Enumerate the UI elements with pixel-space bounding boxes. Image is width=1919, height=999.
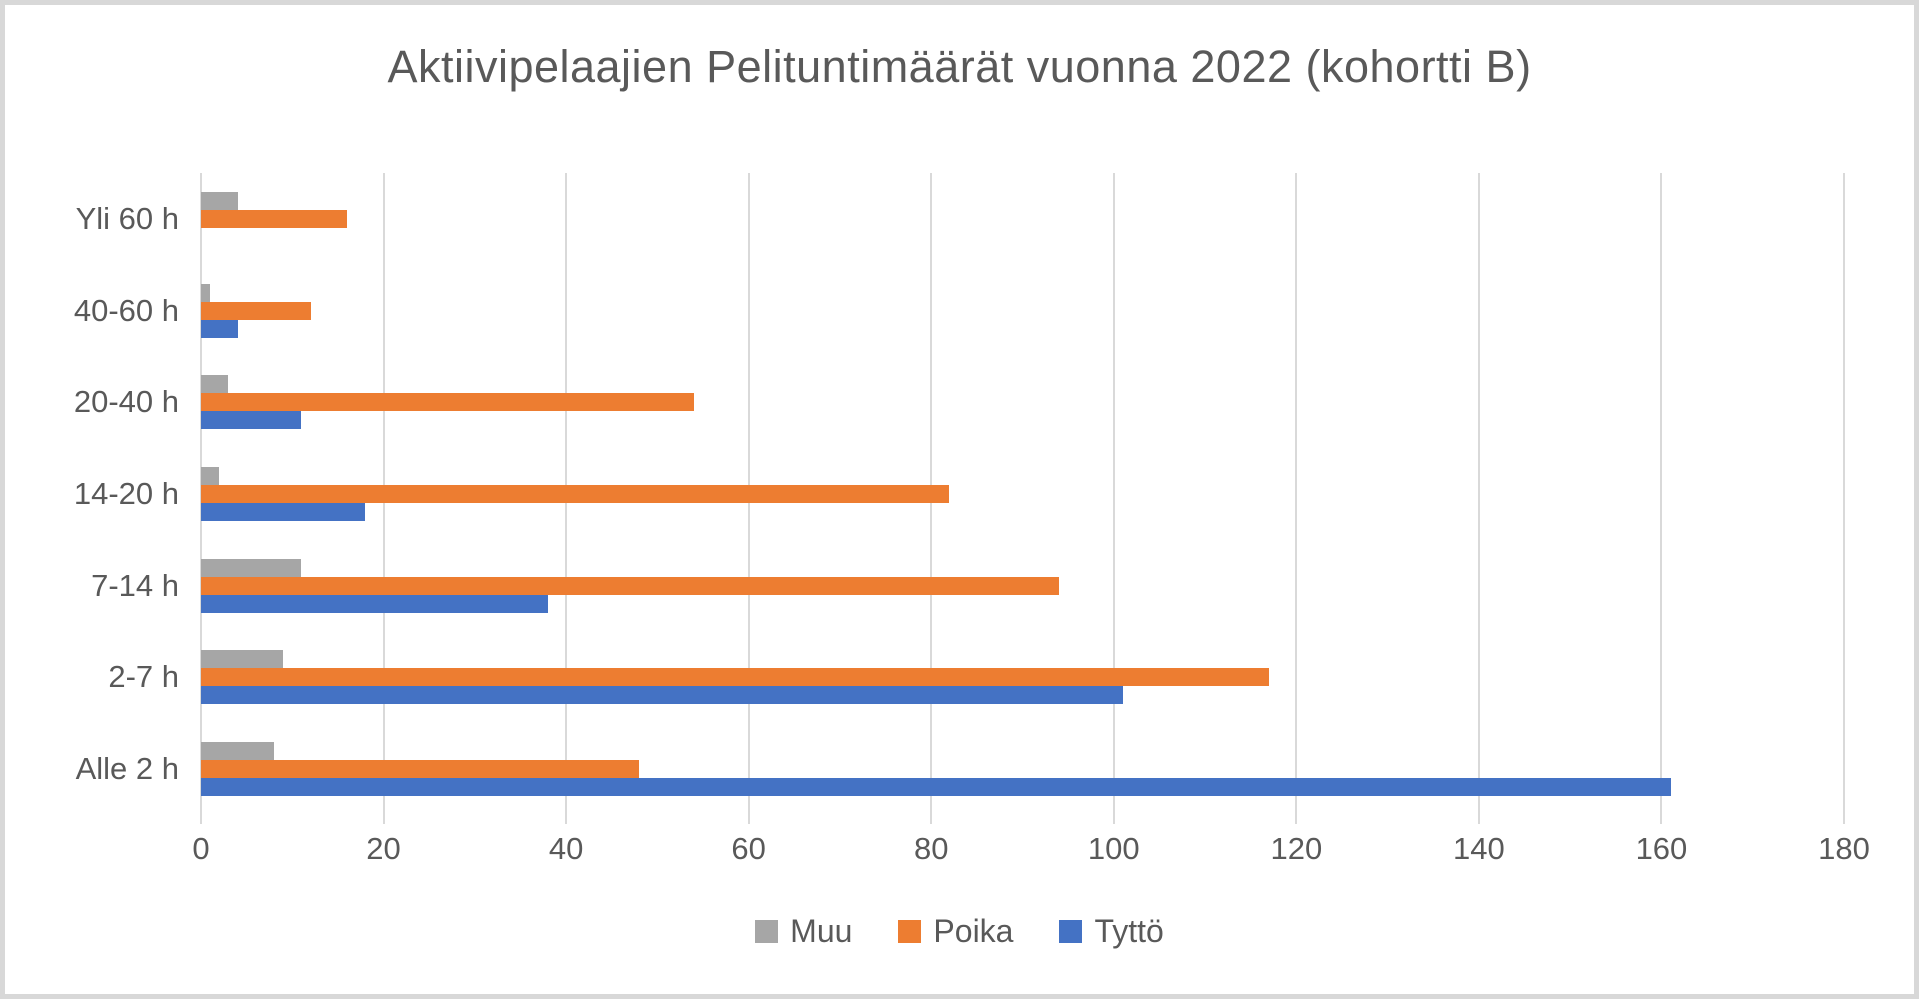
bar-tytt-2-7-h: [201, 686, 1123, 705]
x-axis-tick-label-120: 120: [1270, 831, 1323, 866]
legend-label-tytt: Tyttö: [1094, 913, 1164, 949]
category-label-20-40-h: 20-40 h: [73, 384, 179, 420]
category-label-yli-60-h: Yli 60 h: [75, 200, 179, 236]
bar-tytt-7-14-h: [201, 594, 548, 613]
bar-tytt-alle-2-h: [201, 778, 1671, 797]
legend-item-tytt: Tyttö: [1059, 913, 1164, 950]
x-axis-tick-label-140: 140: [1453, 831, 1505, 866]
legend-item-poika: Poika: [898, 913, 1013, 950]
category-row-20-40-h: 20-40 h: [74, 356, 1844, 448]
legend: Muu Poika Tyttö: [5, 913, 1914, 950]
legend-label-muu: Muu: [790, 913, 853, 949]
tick-mark-x-140: [1477, 815, 1480, 824]
x-axis-tick-label-0: 0: [192, 831, 210, 866]
x-axis-tick-label-100: 100: [1087, 831, 1140, 866]
legend-swatch-poika: [898, 920, 922, 943]
bar-tytt-14-20-h: [201, 502, 366, 521]
tick-mark-x-100: [1112, 815, 1115, 824]
bar-poika-yli-60-h: [201, 209, 348, 228]
legend-item-muu: Muu: [755, 913, 852, 950]
bar-poika-20-40-h: [201, 393, 694, 412]
bar-muu-20-40-h: [201, 375, 229, 394]
bar-muu-7-14-h: [201, 558, 302, 577]
category-row-alle-2-h: Alle 2 h: [76, 723, 1844, 815]
category-label-14-20-h: 14-20 h: [73, 475, 179, 511]
tick-mark-x-120: [1295, 815, 1298, 824]
tick-mark-x-0: [200, 815, 202, 824]
x-axis-tick-label-20: 20: [366, 831, 401, 866]
tick-mark-x-80: [930, 815, 933, 824]
gridline-x-180: [1843, 173, 1845, 815]
gridline-x-160: [1660, 173, 1663, 815]
tick-mark-x-40: [565, 815, 568, 824]
plot-area: Yli 60 h 40-60 h 20-40 h 14-20 h 7-14 h 2-7 h…: [74, 173, 1845, 824]
gridline-x-120: [1295, 173, 1298, 815]
chart-title: Aktiivipelaajien Pelituntimäärät vuonna …: [387, 41, 1532, 92]
category-row-40-60-h: 40-60 h: [74, 265, 1844, 357]
bar-muu-40-60-h: [201, 283, 211, 302]
bar-tytt-20-40-h: [201, 411, 302, 430]
tick-mark-x-160: [1660, 815, 1663, 824]
gridline-x-140: [1477, 173, 1480, 815]
bar-poika-14-20-h: [201, 484, 950, 503]
tick-mark-x-20: [382, 815, 385, 824]
x-axis-tick-label-60: 60: [731, 831, 766, 866]
bar-poika-40-60-h: [201, 301, 311, 320]
bar-tytt-40-60-h: [201, 319, 238, 338]
bar-muu-yli-60-h: [201, 191, 238, 210]
category-row-14-20-h: 14-20 h: [74, 448, 1844, 540]
bar-muu-14-20-h: [201, 466, 220, 485]
category-label-2-7-h: 2-7 h: [108, 659, 179, 695]
category-row-2-7-h: 2-7 h: [108, 632, 1844, 724]
bar-poika-7-14-h: [201, 576, 1059, 595]
x-axis-tick-label-40: 40: [548, 831, 584, 866]
legend-swatch-muu: [755, 920, 779, 943]
tick-mark-x-60: [747, 815, 750, 824]
category-label-7-14-h: 7-14 h: [91, 567, 179, 603]
x-axis-tick-label-80: 80: [913, 831, 949, 866]
category-label-alle-2-h: Alle 2 h: [75, 751, 179, 787]
tick-mark-x-180: [1843, 815, 1845, 824]
bar-muu-alle-2-h: [201, 742, 275, 761]
x-axis-tick-label-180: 180: [1818, 831, 1870, 866]
gridline-x-100: [1112, 173, 1115, 815]
bar-poika-alle-2-h: [201, 760, 640, 779]
legend-swatch-tytt: [1059, 920, 1083, 943]
category-label-40-60-h: 40-60 h: [73, 292, 179, 328]
category-row-yli-60-h: Yli 60 h: [76, 173, 1844, 265]
bar-muu-2-7-h: [201, 650, 284, 669]
x-axis: 0 20 40 60 80 100 120 140 160 180: [192, 831, 1869, 871]
bar-poika-2-7-h: [201, 668, 1269, 687]
legend-label-poika: Poika: [933, 913, 1014, 949]
x-axis-tick-label-160: 160: [1635, 831, 1688, 866]
category-row-7-14-h: 7-14 h: [91, 540, 1844, 632]
